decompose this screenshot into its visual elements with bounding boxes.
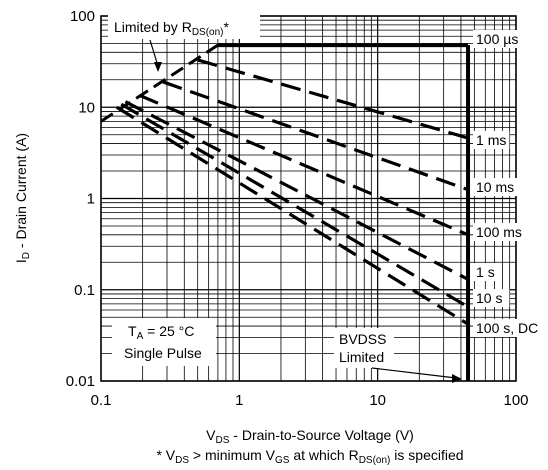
bvdss-arrowhead <box>452 374 462 383</box>
series-label-bg <box>473 263 502 281</box>
y-tick-label: 10 <box>78 99 95 116</box>
series-label-bg <box>473 131 510 149</box>
footnote-text: * VDS > minimum VGS at which RDS(on) is … <box>156 447 463 466</box>
series-label: 1 ms <box>476 132 506 148</box>
conditions-box <box>112 318 216 366</box>
rds-limit-label: Limited by RDS(on)* <box>114 19 230 38</box>
x-tick-label: 10 <box>369 392 386 409</box>
conditions-pulse-label: Single Pulse <box>124 345 202 361</box>
bvdss-box <box>334 328 394 368</box>
series-10-s-line <box>120 102 469 309</box>
bvdss-label-line1: BVDSS <box>339 331 386 347</box>
series-group <box>115 43 471 381</box>
series-label: 100 µs <box>476 31 518 47</box>
x-tick-label: 100 <box>503 392 528 409</box>
x-axis-label: VDS - Drain-to-Source Voltage (V) <box>206 427 414 446</box>
y-axis-label: ID - Drain Current (A) <box>13 133 32 263</box>
plot-frame <box>100 15 517 382</box>
series-label: 100 s, DC <box>476 320 538 336</box>
series-labels: 100 µs 1 ms 10 ms 100 ms 1 s 10 s 100 s, DC <box>473 30 548 337</box>
series-label-bg <box>473 223 525 241</box>
y-tick-label: 0.1 <box>74 282 95 299</box>
bvdss-label-line2: Limited <box>339 349 384 365</box>
series-10-ms-line <box>162 80 469 192</box>
series-label: 10 s <box>476 290 502 306</box>
series-label: 10 ms <box>476 179 514 195</box>
rds-limit-arrowhead <box>154 62 162 72</box>
series-100-s-dc-line <box>115 105 469 326</box>
y-tick-label: 1 <box>87 191 95 208</box>
y-tick-label: 100 <box>70 8 95 25</box>
x-tick-label: 1 <box>235 392 243 409</box>
conditions-temperature-label: TA = 25 °C <box>128 323 194 342</box>
rds-limit-arrow <box>149 39 159 67</box>
series-label-bg <box>473 289 510 307</box>
tick-labels: 0.1 1 10 100 0.01 0.1 1 10 100 <box>66 8 529 409</box>
x-tick-label: 0.1 <box>91 392 112 409</box>
series-100-ms-line <box>138 93 469 237</box>
series-1-s-line <box>124 100 469 281</box>
series-label-bg <box>473 319 548 337</box>
series-label: 100 ms <box>476 224 522 240</box>
series-label-bg <box>473 178 518 196</box>
series-label-bg <box>473 30 525 48</box>
y-tick-label: 0.01 <box>66 373 95 390</box>
series-label: 1 s <box>476 264 495 280</box>
rds-limit-box <box>108 15 260 39</box>
series-1-ms-line <box>197 58 469 140</box>
bvdss-arrow <box>371 367 457 379</box>
